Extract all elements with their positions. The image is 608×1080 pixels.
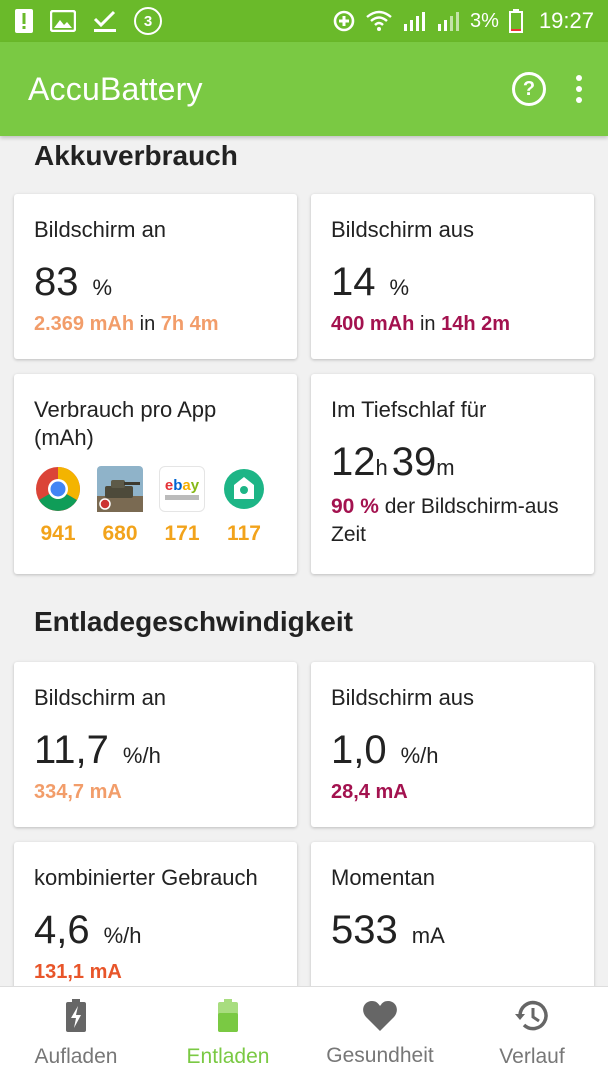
section-title-battery-usage: Akkuverbrauch: [34, 140, 238, 171]
current-ma-value: 533: [331, 908, 398, 952]
app-item[interactable]: ebay 171: [158, 466, 206, 546]
card-label: Momentan: [331, 865, 435, 890]
discharge-rate-unit: %/h: [400, 743, 439, 768]
deep-sleep-hours: 12: [331, 440, 376, 484]
deep-sleep-minutes: 39: [391, 440, 437, 484]
card-label: Im Tiefschlaf für: [331, 397, 487, 422]
app-item[interactable]: 941: [34, 466, 82, 546]
usage-duration: 14h 2m: [441, 313, 511, 335]
discharge-ma: 334,7 mA: [34, 781, 122, 803]
card-usage-screen-off[interactable]: Bildschirm aus 14 % 400 mAh in 14h 2m: [311, 194, 594, 359]
nav-label: Verlauf: [499, 1044, 565, 1068]
discharge-rate-value: 4,6: [34, 908, 90, 952]
usage-percent-value: 83: [34, 260, 79, 304]
discharge-rate-value: 1,0: [331, 728, 387, 772]
card-label: kombinierter Gebrauch: [34, 865, 258, 890]
discharge-rate-unit: %/h: [122, 743, 161, 768]
discharge-ma: 28,4 mA: [331, 781, 408, 803]
ebay-kleinanzeigen-icon: ebay: [159, 466, 205, 512]
app-usage-value: 117: [227, 522, 261, 545]
app-usage-value: 171: [164, 522, 200, 545]
signal-2-icon: [436, 10, 460, 32]
card-label: Bildschirm an: [34, 685, 167, 710]
usage-percent-unit: %: [389, 275, 410, 300]
card-discharge-screen-on[interactable]: Bildschirm an 11,7 %/h 334,7 mA: [14, 662, 297, 827]
data-saver-icon: [332, 9, 356, 33]
bottom-navigation: Aufladen Entladen Gesundheit Verlauf: [0, 986, 608, 1080]
status-bar: 3 3% 19:27: [0, 0, 608, 42]
green-app-icon: [221, 466, 267, 512]
chrome-icon: [35, 466, 81, 512]
discharge-rate-unit: %/h: [103, 923, 142, 948]
discharge-rate-value: 11,7: [34, 728, 109, 772]
nav-label: Entladen: [186, 1044, 270, 1068]
card-discharge-combined[interactable]: kombinierter Gebrauch 4,6 %/h 131,1 mA: [14, 842, 297, 986]
nav-item-aufladen[interactable]: Aufladen: [0, 987, 152, 1080]
notification-count-badge: 3: [134, 7, 162, 35]
battery-icon: [217, 998, 239, 1039]
more-options-icon[interactable]: [572, 75, 586, 103]
battery-icon: [508, 9, 523, 33]
clock: 19:27: [538, 8, 594, 33]
signal-icon: [402, 10, 426, 32]
nav-item-verlauf[interactable]: Verlauf: [456, 987, 608, 1080]
card-label: Bildschirm aus: [331, 685, 475, 710]
app-usage-value: 680: [102, 522, 138, 545]
checklist-icon: [92, 9, 118, 33]
help-icon[interactable]: ?: [512, 72, 546, 106]
app-bar: AccuBattery ?: [0, 42, 608, 136]
app-usage-value: 941: [40, 522, 76, 545]
card-deep-sleep[interactable]: Im Tiefschlaf für 12 h 39 m 90 % der Bil…: [311, 374, 594, 574]
image-icon: [50, 10, 76, 32]
deep-sleep-desc: der Bildschirm-aus Zeit: [331, 495, 559, 546]
world-of-tanks-icon: [97, 466, 143, 512]
in-word: in: [139, 313, 156, 335]
card-usage-screen-on[interactable]: Bildschirm an 83 % 2.369 mAh in 7h 4m: [14, 194, 297, 359]
discharge-ma: 131,1 mA: [34, 961, 122, 983]
current-ma-unit: mA: [411, 923, 445, 948]
nav-label: Aufladen: [34, 1044, 118, 1068]
main-content[interactable]: Akkuverbrauch Bildschirm an 83 % 2.369 m…: [0, 136, 608, 986]
card-discharge-screen-off[interactable]: Bildschirm aus 1,0 %/h 28,4 mA: [311, 662, 594, 827]
deep-sleep-hours-unit: h: [375, 455, 388, 480]
nav-label: Gesundheit: [326, 1043, 434, 1067]
card-label: Bildschirm an: [34, 217, 167, 242]
app-item[interactable]: 117: [220, 466, 268, 546]
alert-icon: [14, 8, 34, 34]
usage-percent-unit: %: [92, 275, 113, 300]
usage-mah: 2.369 mAh: [34, 313, 135, 335]
history-icon: [514, 999, 550, 1039]
battery-percent: 3%: [470, 9, 499, 32]
usage-percent-value: 14: [331, 260, 376, 304]
battery-charging-icon: [65, 998, 87, 1039]
usage-duration: 7h 4m: [160, 313, 219, 335]
card-label: Bildschirm aus: [331, 217, 475, 242]
deep-sleep-percent: 90 %: [331, 495, 379, 518]
section-title-discharge-rate: Entladegeschwindigkeit: [34, 606, 353, 637]
usage-mah: 400 mAh: [331, 313, 415, 335]
in-word: in: [419, 313, 436, 335]
deep-sleep-minutes-unit: m: [436, 455, 455, 480]
app-item[interactable]: 680: [96, 466, 144, 546]
nav-item-entladen[interactable]: Entladen: [152, 987, 304, 1080]
card-usage-per-app[interactable]: Verbrauch pro App (mAh) 941: [14, 374, 297, 574]
heart-icon: [362, 1000, 398, 1038]
app-title: AccuBattery: [28, 70, 203, 107]
card-discharge-current[interactable]: Momentan 533 mA: [311, 842, 594, 986]
nav-item-gesundheit[interactable]: Gesundheit: [304, 987, 456, 1080]
card-label: Verbrauch pro App (mAh): [34, 397, 217, 450]
svg-text:ebay: ebay: [165, 477, 200, 494]
wifi-icon: [366, 10, 392, 32]
